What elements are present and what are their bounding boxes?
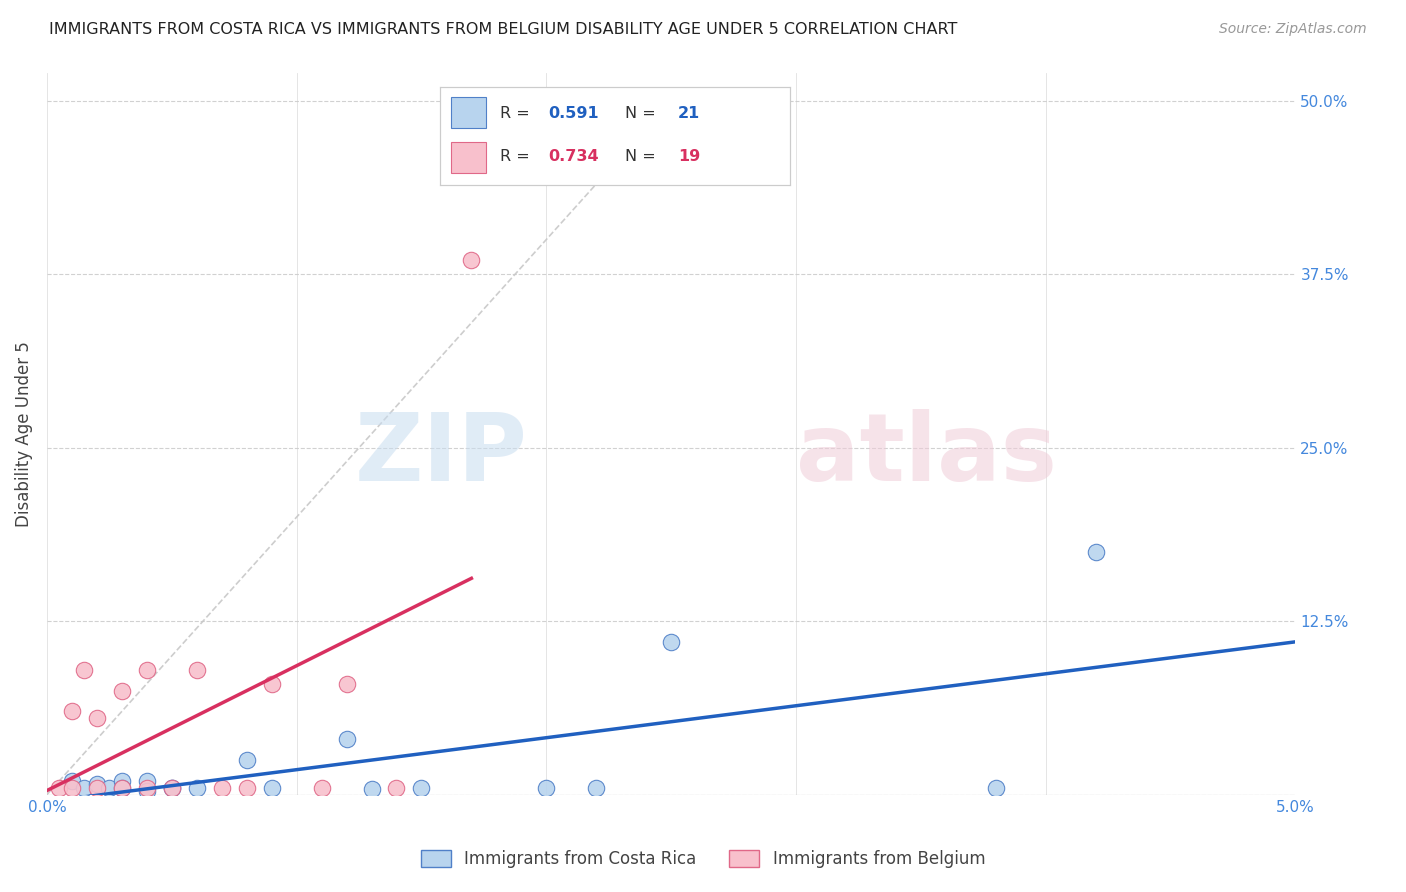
Point [48, 780, 70, 795]
Point [86, 780, 108, 795]
Y-axis label: Disability Age Under 5: Disability Age Under 5 [15, 341, 32, 527]
Point [111, 780, 134, 795]
Text: Source: ZipAtlas.com: Source: ZipAtlas.com [1219, 22, 1367, 37]
Point [335, 732, 357, 747]
Point [311, 780, 333, 795]
Point [135, 783, 157, 797]
Point [160, 780, 183, 795]
Point [260, 780, 283, 795]
Point [186, 663, 208, 677]
Point [460, 253, 482, 268]
Point [385, 780, 408, 795]
Text: atlas: atlas [796, 409, 1057, 501]
Point [111, 773, 134, 788]
Point [135, 663, 157, 677]
Point [111, 683, 134, 698]
Point [411, 780, 433, 795]
Point [86, 776, 108, 790]
Point [86, 711, 108, 725]
Point [659, 635, 682, 649]
Point [60, 780, 83, 795]
Point [111, 780, 134, 795]
Point [211, 780, 233, 795]
Legend: Immigrants from Costa Rica, Immigrants from Belgium: Immigrants from Costa Rica, Immigrants f… [413, 843, 993, 875]
Point [235, 753, 257, 767]
Point [60, 773, 83, 788]
Point [73, 780, 96, 795]
Point [135, 773, 157, 788]
Point [335, 676, 357, 690]
Point [536, 780, 558, 795]
Text: ZIP: ZIP [354, 409, 527, 501]
Point [98, 780, 121, 795]
Point [160, 780, 183, 795]
Point [186, 780, 208, 795]
Point [585, 780, 607, 795]
Point [135, 780, 157, 795]
Point [60, 705, 83, 719]
Point [160, 780, 183, 795]
Point [360, 782, 382, 797]
Point [235, 780, 257, 795]
Point [1084, 545, 1107, 559]
Text: IMMIGRANTS FROM COSTA RICA VS IMMIGRANTS FROM BELGIUM DISABILITY AGE UNDER 5 COR: IMMIGRANTS FROM COSTA RICA VS IMMIGRANTS… [49, 22, 957, 37]
Point [260, 676, 283, 690]
Point [984, 780, 1007, 795]
Point [73, 663, 96, 677]
